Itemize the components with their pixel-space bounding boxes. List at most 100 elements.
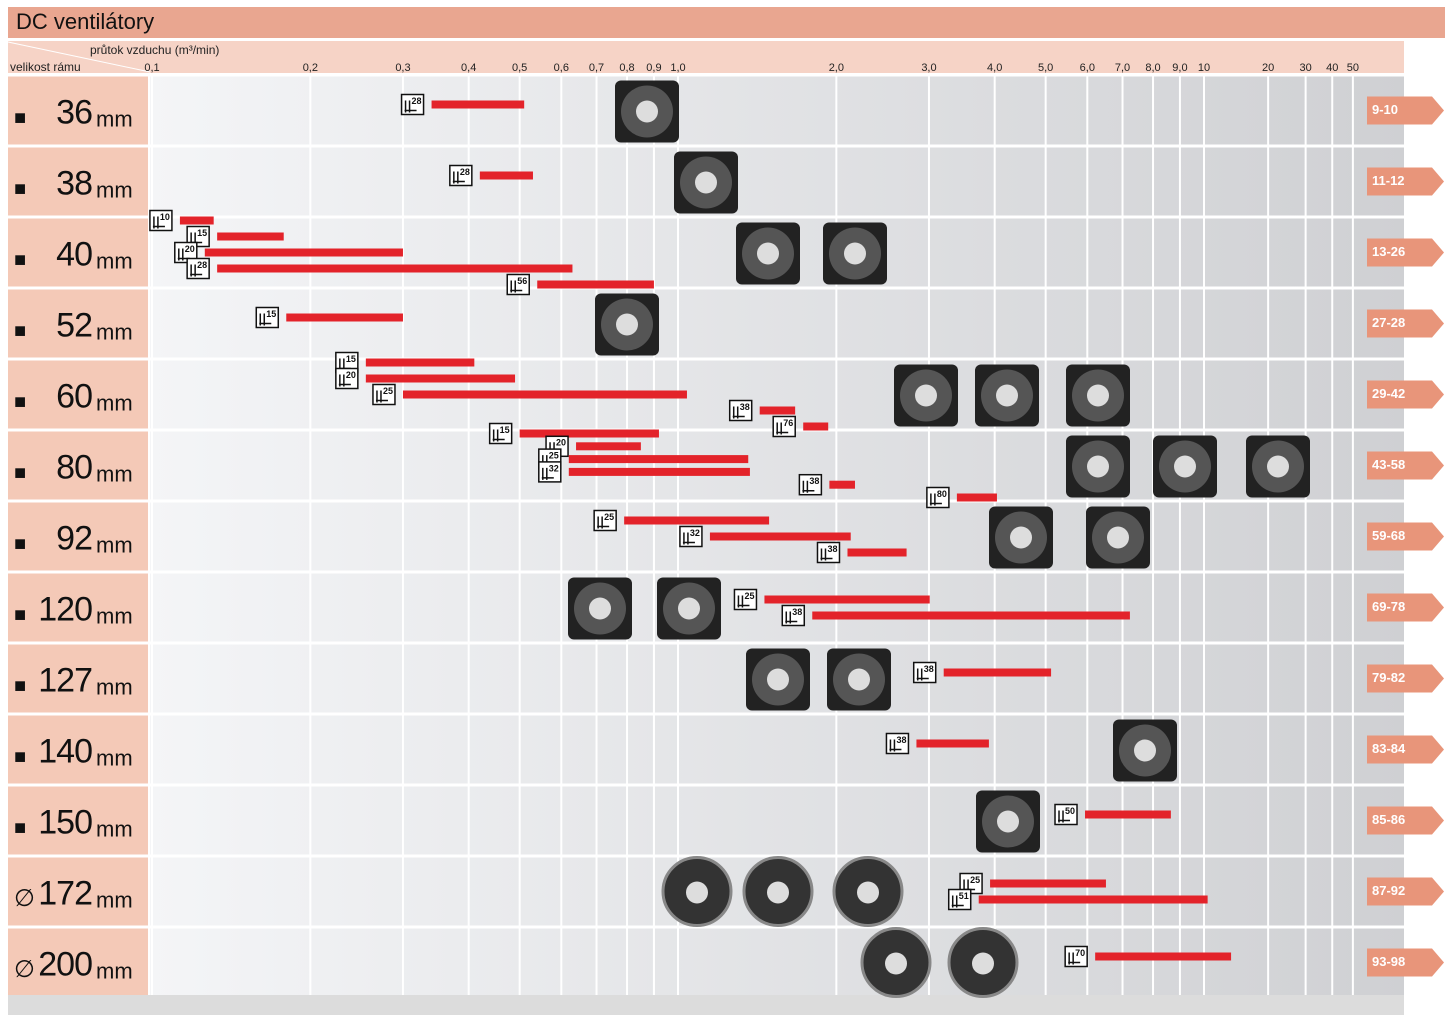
thickness-label: 51: [959, 891, 969, 901]
fan-label: [1087, 385, 1109, 407]
range-bar: [957, 494, 997, 502]
range-bar: [569, 455, 748, 463]
fan-label: [972, 953, 994, 975]
frame-size: 92: [56, 519, 92, 557]
frame-size: 52: [56, 306, 92, 344]
range-bar: [366, 375, 515, 383]
frame-size: 40: [56, 235, 92, 273]
fan-label: [1087, 456, 1109, 478]
frame-size: 80: [56, 448, 92, 486]
thickness-label: 25: [549, 450, 559, 460]
fan-label: [915, 385, 937, 407]
thickness-label: 20: [185, 244, 195, 254]
page-range: 59-68: [1372, 528, 1405, 543]
fan-label: [616, 314, 638, 336]
chart-title: DC ventilátory: [16, 9, 154, 34]
range-bar: [812, 612, 1130, 620]
thickness-label: 28: [412, 96, 422, 106]
fan-label: [636, 101, 658, 123]
thickness-label: 15: [346, 354, 356, 364]
title-bar: [8, 7, 1445, 38]
page-range: 79-82: [1372, 670, 1405, 685]
thickness-label: 38: [896, 735, 906, 745]
x-tick-label: 7,0: [1115, 62, 1130, 74]
x-tick-label: 6,0: [1080, 62, 1095, 74]
frame-symbol: ■: [14, 107, 26, 129]
range-bar: [829, 481, 855, 489]
x-tick-label: 0,3: [395, 62, 410, 74]
fan-label: [686, 882, 708, 904]
thickness-label: 20: [556, 438, 566, 448]
frame-symbol: ■: [14, 746, 26, 768]
x-tick-label: 20: [1262, 62, 1274, 74]
thickness-label: 70: [1075, 948, 1085, 958]
thickness-label: 32: [690, 528, 700, 538]
frame-unit: mm: [96, 248, 133, 273]
frame-symbol: ■: [14, 391, 26, 413]
range-bar: [569, 468, 750, 476]
range-bar: [403, 391, 687, 399]
frame-size: 172: [38, 874, 92, 912]
frame-size: 140: [38, 732, 92, 770]
thickness-label: 15: [500, 425, 510, 435]
thickness-label: 38: [809, 476, 819, 486]
page-range: 93-98: [1372, 954, 1405, 969]
range-bar: [916, 740, 988, 748]
fan-label: [1267, 456, 1289, 478]
x-tick-label: 0,5: [512, 62, 527, 74]
x-tick-label: 30: [1300, 62, 1312, 74]
range-bar: [1085, 811, 1171, 819]
thickness-label: 76: [783, 418, 793, 428]
x-tick-label: 2,0: [829, 62, 844, 74]
fan-label: [678, 598, 700, 620]
range-bar: [710, 533, 851, 541]
range-bar: [180, 217, 214, 225]
frame-symbol: ■: [14, 817, 26, 839]
range-bar: [847, 549, 906, 557]
fan-label: [1010, 527, 1032, 549]
page-range: 43-58: [1372, 457, 1405, 472]
chart: DC ventilátory průtok vzduchu (m³/min) v…: [0, 0, 1454, 1017]
frame-symbol: ■: [14, 533, 26, 555]
range-bar: [944, 669, 1051, 677]
range-bar: [979, 896, 1208, 904]
range-bar: [760, 407, 795, 415]
frame-size: 150: [38, 803, 92, 841]
range-bar: [803, 423, 828, 431]
frame-size: 60: [56, 377, 92, 415]
frame-unit: mm: [96, 177, 133, 202]
x-tick-label: 50: [1347, 62, 1359, 74]
thickness-label: 10: [160, 212, 170, 222]
thickness-label: 15: [197, 228, 207, 238]
frame-symbol: ■: [14, 178, 26, 200]
fan-label: [997, 811, 1019, 833]
thickness-label: 50: [1065, 806, 1075, 816]
range-bar: [217, 265, 572, 273]
x-tick-label: 9,0: [1172, 62, 1187, 74]
thickness-label: 38: [792, 607, 802, 617]
range-bar: [480, 172, 533, 180]
footer-band: [8, 995, 1404, 1015]
range-bar: [1095, 953, 1231, 961]
page-range: 9-10: [1372, 102, 1398, 117]
thickness-label: 28: [197, 260, 207, 270]
fan-label: [1107, 527, 1129, 549]
range-bar: [205, 249, 403, 257]
thickness-label: 20: [346, 370, 356, 380]
thickness-label: 38: [740, 402, 750, 412]
x-tick-label: 40: [1326, 62, 1338, 74]
frame-symbol: ∅: [14, 885, 35, 912]
fan-label: [857, 882, 879, 904]
thickness-label: 28: [460, 167, 470, 177]
thickness-label: 25: [604, 512, 614, 522]
range-bar: [537, 281, 654, 289]
x-tick-label: 0,1: [144, 62, 159, 74]
x-tick-label: 3,0: [921, 62, 936, 74]
thickness-label: 25: [383, 386, 393, 396]
x-tick-label: 0,6: [554, 62, 569, 74]
frame-symbol: ■: [14, 675, 26, 697]
x-tick-label: 4,0: [987, 62, 1002, 74]
y-axis-label: velikost rámu: [10, 60, 81, 74]
page-range: 29-42: [1372, 386, 1405, 401]
range-bar: [217, 233, 284, 241]
